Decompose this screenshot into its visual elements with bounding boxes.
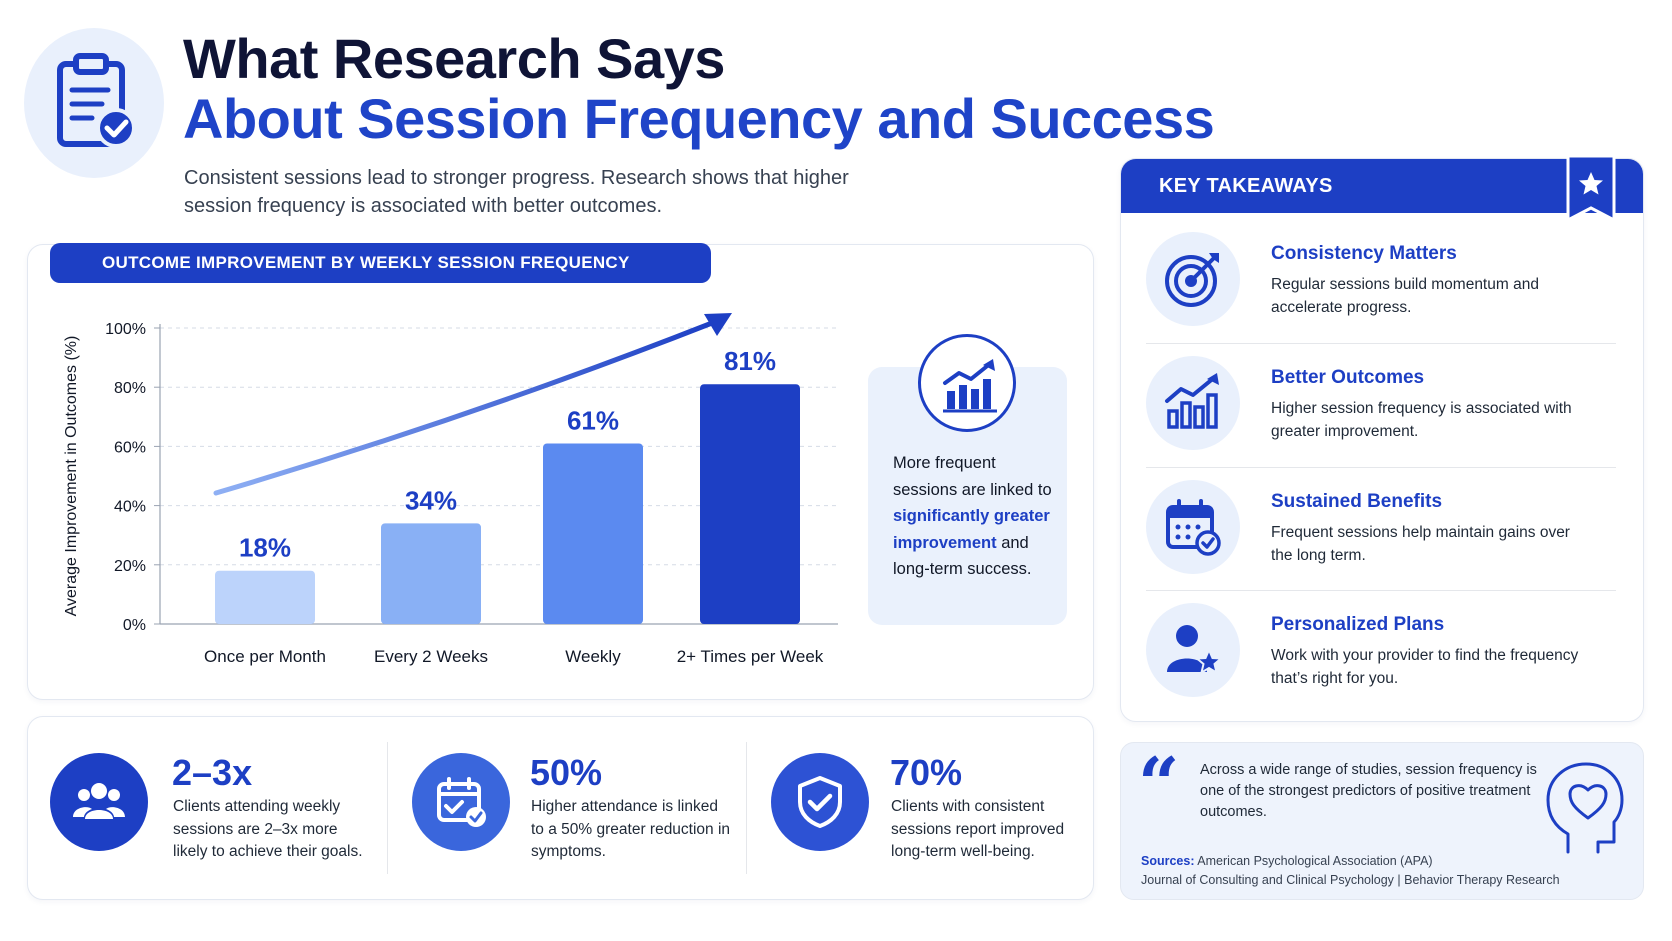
takeaway-divider: [1146, 467, 1616, 468]
shield-check-icon: [798, 776, 842, 828]
takeaway-item: Better Outcomes Higher session frequency…: [1146, 356, 1616, 476]
insight-text-after: and long-term success.: [893, 533, 1032, 579]
clipboard-check-icon: [57, 53, 136, 148]
stat-icon-badge: [50, 753, 148, 851]
key-takeaways-title: KEY TAKEAWAYS: [1121, 159, 1643, 213]
page-subtitle: Consistent sessions lead to stronger pro…: [184, 167, 849, 217]
takeaway-divider: [1146, 343, 1616, 344]
page-title-secondary: About Session Frequency and Success: [183, 87, 1215, 150]
page-title: What Research Says: [183, 27, 725, 90]
sources-text-1: American Psychological Association (APA): [1197, 854, 1433, 868]
takeaway-icon-badge: [1146, 232, 1240, 326]
takeaway-title: Consistency Matters: [1271, 243, 1457, 264]
sources-text-2: Journal of Consulting and Clinical Psych…: [1141, 873, 1560, 887]
takeaway-description: Regular sessions build momentum and acce…: [1271, 276, 1539, 316]
takeaway-description: Higher session frequency is associated w…: [1271, 400, 1572, 440]
stat-value: 2–3x: [172, 752, 253, 793]
takeaway-description: Frequent sessions help maintain gains ov…: [1271, 524, 1570, 564]
insight-icon-badge: [918, 334, 1016, 432]
takeaway-item: Consistency Matters Regular sessions bui…: [1146, 232, 1616, 352]
stat-description: Higher attendance is linked to a 50% gre…: [531, 798, 731, 860]
stat-icon-badge: [771, 753, 869, 851]
stats-card: [27, 716, 1094, 900]
calendar-icon: [1166, 499, 1221, 556]
stat-divider: [387, 742, 388, 874]
quote-card: [1120, 742, 1644, 900]
insight-text-before: More frequent sessions are linked to: [893, 454, 1052, 499]
target-icon: [1165, 253, 1219, 307]
takeaway-icon-badge: [1146, 356, 1240, 450]
sources-label: Sources:: [1141, 854, 1195, 868]
takeaway-icon-badge: [1146, 480, 1240, 574]
star-ribbon-icon: [1566, 156, 1616, 223]
insight-text: More frequent sessions are linked to sig…: [893, 450, 1063, 583]
takeaway-title: Personalized Plans: [1271, 614, 1445, 635]
person-star-icon: [1167, 625, 1223, 675]
stat-description: Clients with consistent sessions report …: [891, 798, 1065, 860]
quote-mark-icon: “: [1138, 741, 1180, 826]
group-icon: [73, 783, 125, 819]
quote-text: Across a wide range of studies, session …: [1200, 762, 1537, 820]
takeaway-item: Sustained Benefits Frequent sessions hel…: [1146, 480, 1616, 600]
stat-icon-badge: [412, 753, 510, 851]
head-heart-icon: [1546, 762, 1624, 854]
insight-highlight: significantly greater improvement: [893, 507, 1050, 552]
stat-description: Clients attending weekly sessions are 2–…: [173, 798, 363, 860]
calendar-check-icon: [437, 777, 486, 827]
stat-value: 50%: [530, 752, 603, 793]
takeaway-item: Personalized Plans Work with your provid…: [1146, 603, 1616, 723]
sources-line-1: Sources: American Psychological Associat…: [1141, 852, 1631, 871]
takeaway-title: Better Outcomes: [1271, 367, 1425, 388]
bar-growth-icon: [1165, 373, 1219, 429]
chart-banner: OUTCOME IMPROVEMENT BY WEEKLY SESSION FR…: [50, 243, 711, 283]
takeaway-divider: [1146, 590, 1616, 591]
growth-chart-icon: [943, 359, 997, 413]
takeaway-title: Sustained Benefits: [1271, 491, 1443, 512]
header-clipboard-badge: [24, 28, 164, 178]
stat-divider: [746, 742, 747, 874]
takeaway-description: Work with your provider to find the freq…: [1271, 647, 1579, 687]
takeaway-icon-badge: [1146, 603, 1240, 697]
stat-value: 70%: [890, 752, 963, 793]
sources: Sources: American Psychological Associat…: [1141, 852, 1631, 890]
